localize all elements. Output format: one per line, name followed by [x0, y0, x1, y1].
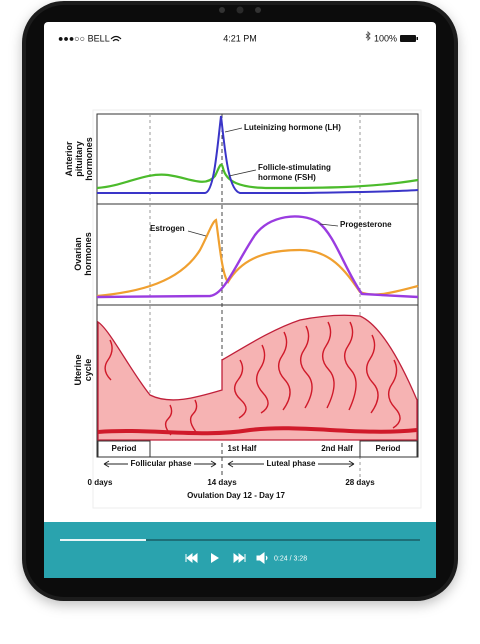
battery-tip [416, 37, 418, 40]
basal-layer [97, 426, 418, 436]
phase-label: Luteal phase [267, 459, 316, 468]
diagram: Anteriorpituitaryhormones Ovarianhormone… [64, 109, 422, 509]
battery-text: 100% [374, 33, 397, 43]
carrier: ●●●○○ BELL [58, 33, 110, 43]
period-label: 1st Half [228, 444, 257, 453]
leader [319, 223, 339, 227]
row-label: Uterinecycle [73, 354, 93, 385]
lh-curve [97, 115, 419, 194]
volume-button[interactable] [256, 552, 268, 564]
fsh-label: Follicle-stimulating hormone (FSH) [258, 163, 331, 182]
estrogen-label: Estrogen [150, 224, 185, 233]
fsh-curve [96, 163, 419, 190]
camera [236, 6, 244, 14]
phase-label: Follicular phase [131, 459, 192, 468]
endometrium [97, 314, 418, 441]
day-label: 14 days [207, 478, 237, 487]
leader [228, 169, 257, 177]
lh-label: Luteinizing hormone (LH) [244, 123, 341, 132]
progesterone-label: Progesterone [340, 220, 392, 229]
wifi-icon [110, 35, 122, 42]
period-label: Period [376, 444, 401, 453]
leader [224, 127, 243, 133]
day-label: 28 days [345, 478, 375, 487]
label-box [359, 440, 418, 458]
period-label: 2nd Half [321, 444, 353, 453]
bluetooth-icon [365, 30, 371, 42]
label-box [97, 440, 151, 458]
next-button[interactable] [233, 552, 246, 564]
glands [104, 321, 401, 436]
caption: Ovulation Day 12 - Day 17 [187, 491, 285, 500]
sensor [255, 7, 261, 13]
prev-button[interactable] [185, 552, 198, 564]
row-label: Ovarianhormones [73, 232, 93, 276]
battery-icon [400, 35, 416, 42]
label-bg [264, 458, 318, 470]
time-display: 0:24 / 3:28 [274, 555, 307, 562]
sensor [219, 7, 225, 13]
leader [187, 230, 207, 237]
day-label: 0 days [88, 478, 113, 487]
clock: 4:21 PM [223, 33, 257, 43]
player-bar [44, 522, 436, 578]
row-label: Anteriorpituitaryhormones [64, 137, 94, 181]
period-label: Period [112, 444, 137, 453]
play-button[interactable] [211, 553, 219, 563]
label-bg [128, 458, 194, 470]
progesterone-curve [96, 215, 419, 299]
panel [96, 304, 419, 458]
